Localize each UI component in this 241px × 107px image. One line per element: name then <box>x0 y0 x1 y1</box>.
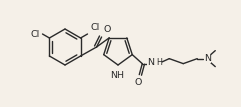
Text: Cl: Cl <box>30 30 40 39</box>
Text: O: O <box>104 25 111 34</box>
Text: N: N <box>204 54 211 63</box>
Text: O: O <box>134 78 142 87</box>
Text: H: H <box>156 58 162 67</box>
Text: Cl: Cl <box>91 23 100 32</box>
Text: NH: NH <box>110 71 124 80</box>
Text: N: N <box>147 58 154 67</box>
